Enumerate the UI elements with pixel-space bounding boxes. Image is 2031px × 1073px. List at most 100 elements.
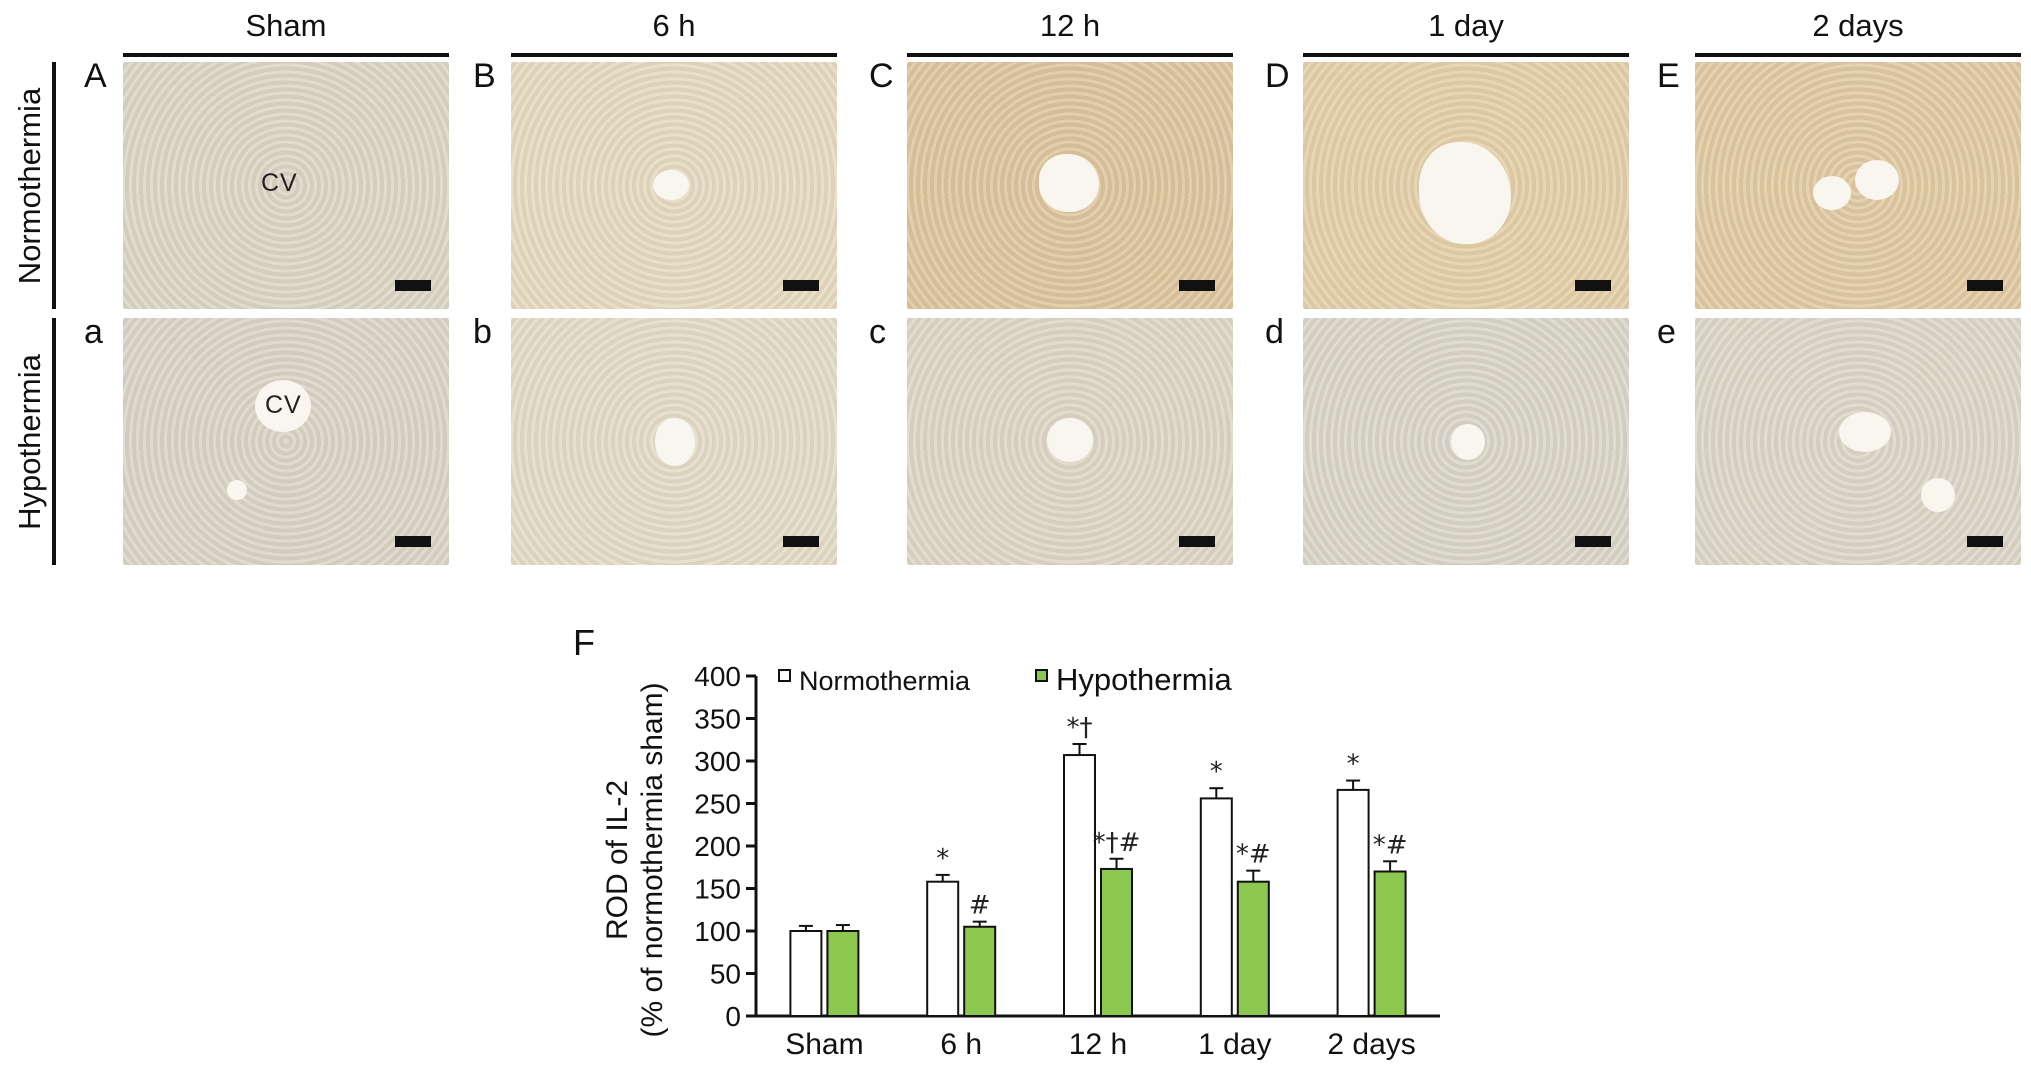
micrograph-hypothermia-1day bbox=[1303, 318, 1629, 565]
bar-hypothermia bbox=[826, 930, 860, 1017]
portal-space-lumen bbox=[1921, 478, 1955, 512]
central-vein-lumen bbox=[255, 380, 311, 432]
micrograph-normothermia-2days bbox=[1695, 62, 2021, 309]
chart-legend: Normothermia Hypothermia bbox=[778, 662, 1232, 697]
central-vein-lumen bbox=[1813, 176, 1851, 210]
central-vein-lumen bbox=[653, 170, 689, 200]
column-rule-2days bbox=[1695, 53, 2021, 57]
scale-bar bbox=[783, 536, 819, 547]
row-rule-normothermia bbox=[52, 62, 56, 309]
bar-normothermia bbox=[1336, 788, 1370, 1018]
panel-letter-b: b bbox=[473, 313, 492, 351]
central-vein-lumen bbox=[1451, 424, 1485, 460]
bar-normothermia bbox=[926, 880, 960, 1018]
micrograph-hypothermia-sham: CV bbox=[123, 318, 449, 565]
panel-letter-E: E bbox=[1657, 57, 1680, 95]
bar-normothermia bbox=[1063, 754, 1096, 1017]
bar-hypothermia bbox=[1373, 870, 1407, 1017]
portal-space-lumen bbox=[227, 480, 247, 500]
x-tick-label: 12 h bbox=[1069, 1028, 1127, 1061]
central-vein-label: CV bbox=[265, 391, 302, 419]
micrograph-hypothermia-12h bbox=[907, 318, 1233, 565]
bar-hypothermia bbox=[963, 925, 997, 1017]
y-tick-label: 400 bbox=[694, 661, 741, 692]
column-rule-1day bbox=[1303, 53, 1629, 57]
scale-bar bbox=[1967, 536, 2003, 547]
bar-normothermia bbox=[1199, 797, 1233, 1018]
y-tick-label: 150 bbox=[694, 874, 741, 905]
column-rule-6h bbox=[511, 53, 837, 57]
scale-bar bbox=[395, 536, 431, 547]
central-vein-lumen bbox=[1839, 412, 1891, 452]
y-axis-label: ROD of IL-2 (% of normothermia sham) bbox=[601, 682, 669, 1037]
scale-bar bbox=[1967, 280, 2003, 291]
central-vein-lumen bbox=[1039, 154, 1099, 212]
legend-label-normothermia: Normothermia bbox=[799, 666, 971, 696]
bar-hypothermia bbox=[1236, 880, 1270, 1018]
scale-bar bbox=[1575, 536, 1611, 547]
scale-bar bbox=[395, 280, 431, 291]
column-header-6h: 6 h bbox=[652, 8, 696, 43]
significance-marker: *† bbox=[1067, 713, 1093, 743]
scale-bar bbox=[1575, 280, 1611, 291]
panel-letter-A: A bbox=[84, 57, 107, 95]
micrograph-normothermia-6h bbox=[511, 62, 837, 309]
central-vein-lumen bbox=[655, 418, 695, 466]
scale-bar bbox=[783, 280, 819, 291]
y-tick-label: 50 bbox=[710, 959, 741, 990]
panel-letter-e: e bbox=[1657, 313, 1676, 351]
significance-marker: *# bbox=[1236, 840, 1271, 870]
y-axis-label-line1: ROD of IL-2 bbox=[601, 780, 634, 940]
column-header-2days: 2 days bbox=[1812, 8, 1904, 43]
y-tick-label: 200 bbox=[694, 831, 741, 862]
x-tick-label: 2 days bbox=[1327, 1028, 1415, 1061]
y-axis-label-line2: (% of normothermia sham) bbox=[636, 682, 669, 1037]
panel-letter-a: a bbox=[84, 313, 103, 351]
legend-label-hypothermia: Hypothermia bbox=[1056, 662, 1232, 697]
chart-bars: *#*†*†#**#**# bbox=[789, 713, 1408, 1018]
panel-letter-d: d bbox=[1265, 313, 1284, 351]
column-header-1day: 1 day bbox=[1428, 8, 1504, 43]
y-tick-label: 350 bbox=[694, 704, 741, 735]
micrograph-normothermia-12h bbox=[907, 62, 1233, 309]
y-tick-label: 0 bbox=[725, 1001, 741, 1032]
column-header-12h: 12 h bbox=[1039, 8, 1101, 43]
legend-swatch-hypothermia bbox=[1035, 669, 1048, 682]
x-tick-label: 6 h bbox=[940, 1028, 982, 1061]
micrograph-normothermia-sham: CV bbox=[123, 62, 449, 309]
panel-letter-c: c bbox=[869, 313, 886, 351]
central-vein-lumen bbox=[1855, 160, 1899, 200]
figure-letter-F: F bbox=[573, 622, 595, 663]
bar-normothermia bbox=[789, 930, 823, 1017]
y-tick-label: 300 bbox=[694, 746, 741, 777]
column-rule-sham bbox=[123, 53, 449, 57]
significance-marker: * bbox=[936, 844, 949, 874]
scale-bar bbox=[1179, 280, 1215, 291]
micrograph-hypothermia-6h bbox=[511, 318, 837, 565]
micrograph-normothermia-1day bbox=[1303, 62, 1629, 309]
significance-marker: *†# bbox=[1093, 828, 1141, 858]
panel-letter-D: D bbox=[1265, 57, 1290, 95]
row-rule-hypothermia bbox=[52, 318, 56, 565]
significance-marker: * bbox=[1347, 750, 1360, 780]
y-tick-label: 250 bbox=[694, 789, 741, 820]
central-vein-lumen bbox=[1419, 142, 1511, 244]
chart-axes: 0 50 100 150 200 250 300 350 400 Sham 6 h 12 h 1 day… bbox=[694, 661, 1440, 1061]
central-vein-lumen bbox=[1047, 418, 1093, 462]
column-rule-12h bbox=[907, 53, 1233, 57]
column-header-sham: Sham bbox=[245, 8, 327, 43]
x-tick-label: 1 day bbox=[1198, 1028, 1271, 1061]
legend-swatch-normothermia bbox=[778, 669, 791, 682]
significance-marker: *# bbox=[1373, 830, 1408, 860]
panel-letter-C: C bbox=[869, 57, 894, 95]
significance-marker: # bbox=[969, 891, 991, 921]
x-tick-label: Sham bbox=[785, 1028, 863, 1061]
y-tick-label: 100 bbox=[694, 916, 741, 947]
central-vein-label: CV bbox=[261, 169, 298, 197]
bar-hypothermia bbox=[1100, 867, 1133, 1018]
panel-letter-B: B bbox=[473, 57, 496, 95]
scale-bar bbox=[1179, 536, 1215, 547]
micrograph-hypothermia-2days bbox=[1695, 318, 2021, 565]
significance-marker: * bbox=[1210, 757, 1223, 787]
